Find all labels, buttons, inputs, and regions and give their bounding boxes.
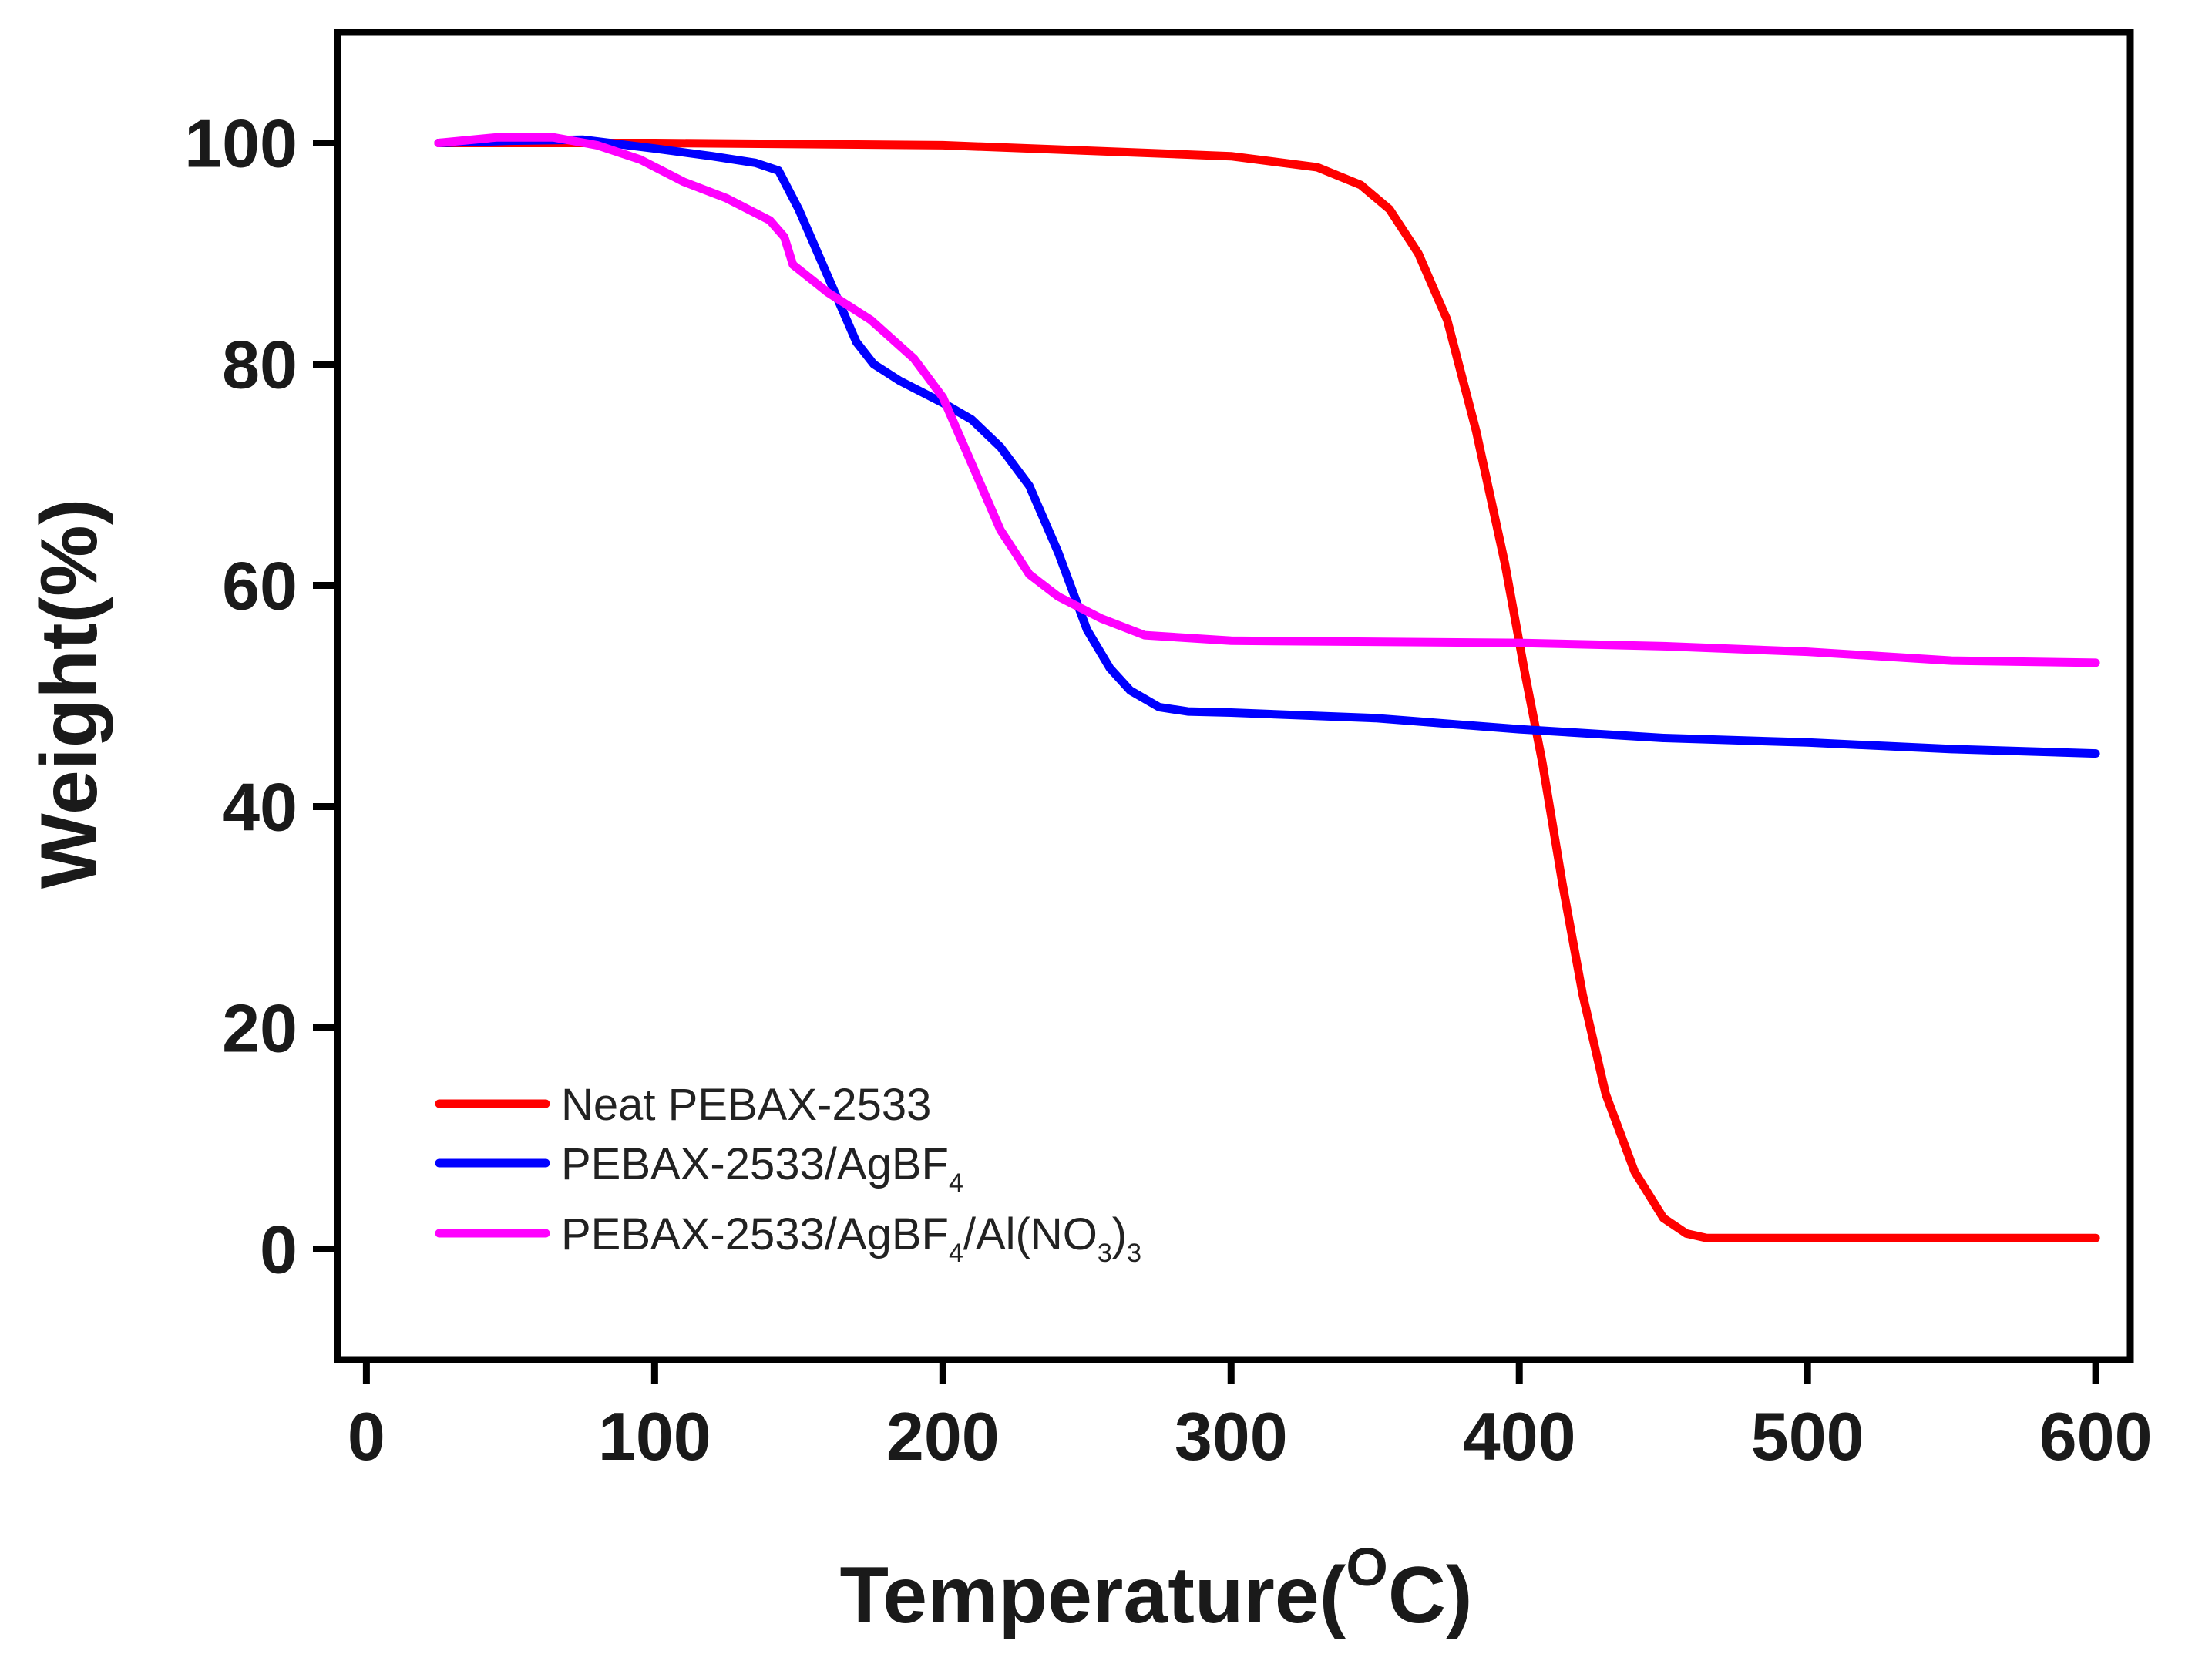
plot-area <box>434 133 2100 1242</box>
y-tick-label: 20 <box>222 990 298 1067</box>
y-tick-label: 60 <box>222 548 298 624</box>
y-tick-label: 100 <box>184 106 298 182</box>
x-tick-label: 300 <box>1175 1398 1288 1474</box>
x-tick-label: 500 <box>1751 1398 1864 1474</box>
y-tick-label: 0 <box>260 1212 298 1288</box>
x-tick-label: 200 <box>886 1398 1000 1474</box>
legend: Neat PEBAX-2533 PEBAX-2533/AgBF4 PEBAX-253… <box>435 1080 1141 1268</box>
x-axis-label-degree: O <box>1346 1537 1387 1597</box>
series-line-3 <box>434 133 2100 667</box>
x-axis-label: Temperature(OC) <box>839 1537 1472 1640</box>
series-line-2 <box>434 135 2100 758</box>
x-tick-label: 100 <box>598 1398 711 1474</box>
x-tick-label: 600 <box>2039 1398 2153 1474</box>
legend-label-3: PEBAX-2533/AgBF4/Al(NO3)3 <box>561 1209 1141 1268</box>
x-axis-label-text: Temperature <box>839 1551 1319 1640</box>
y-axis-label: Weight(%) <box>25 499 114 889</box>
y-tick-label: 80 <box>222 327 298 403</box>
axis-ticks: 0 100 200 300 400 500 600 0 20 40 60 80 100 <box>184 106 2152 1475</box>
x-axis-label-unit: C <box>1388 1551 1446 1640</box>
x-tick-label: 400 <box>1463 1398 1576 1474</box>
legend-label-1: Neat PEBAX-2533 <box>561 1080 931 1130</box>
series-line-1 <box>434 139 2100 1242</box>
legend-label-2: PEBAX-2533/AgBF4 <box>561 1139 963 1198</box>
y-tick-label: 40 <box>222 769 298 846</box>
x-tick-label: 0 <box>348 1398 385 1474</box>
